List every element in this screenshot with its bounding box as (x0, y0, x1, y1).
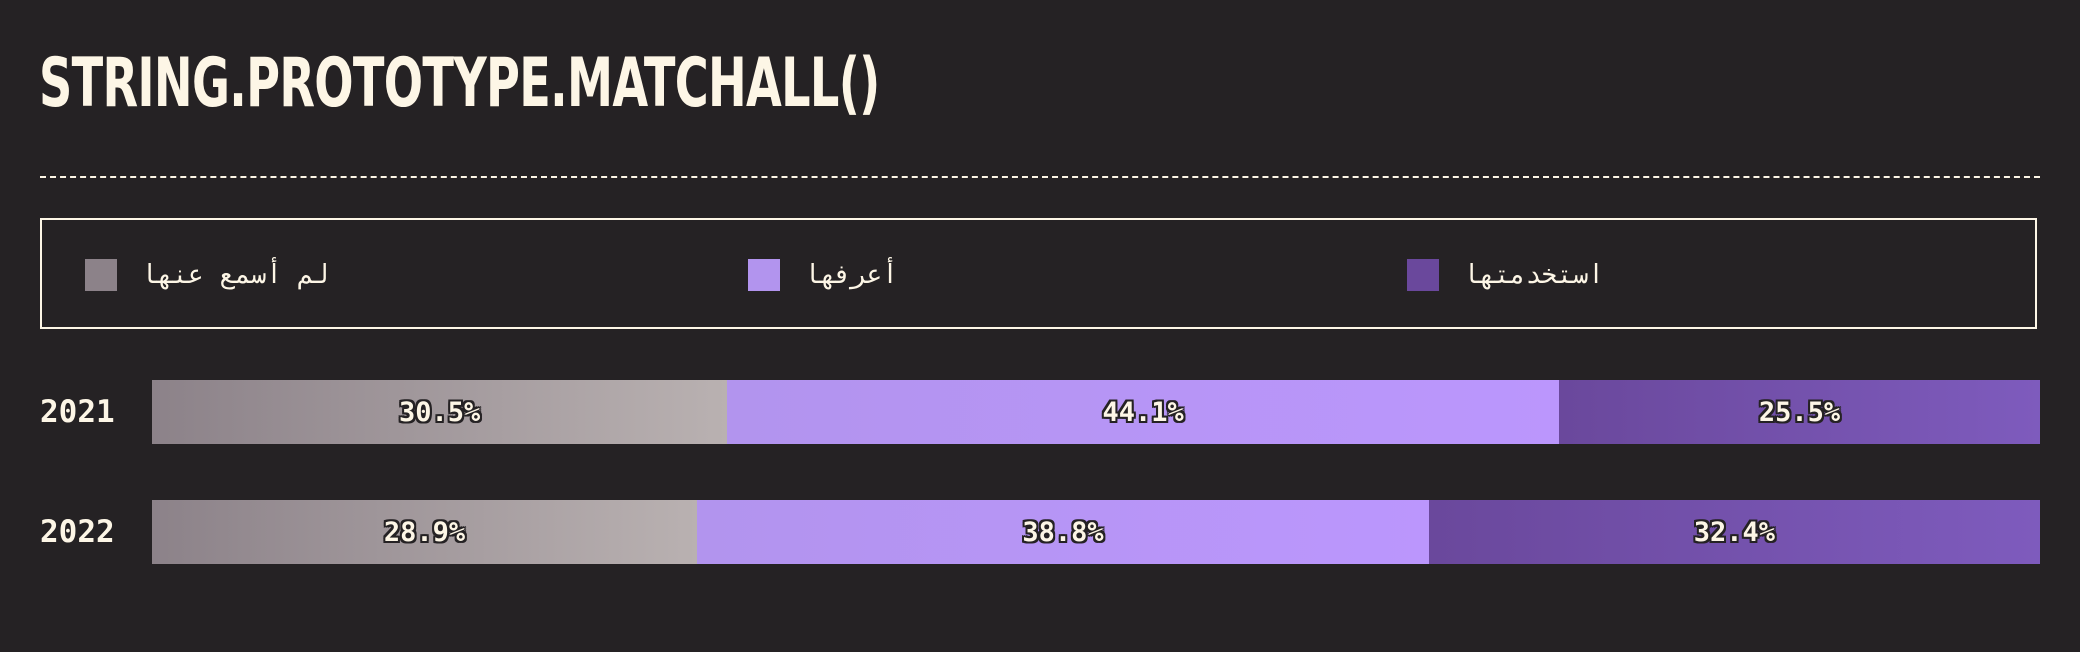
legend-swatch-used-it (1407, 259, 1439, 291)
bar-segment-2022-used-it[interactable]: 32.4% (1429, 500, 2040, 564)
bar-segment-2021-used-it[interactable]: 25.5% (1559, 380, 2040, 444)
legend-label-know-it: أعرفها (804, 260, 898, 290)
legend-swatch-know-it (748, 259, 780, 291)
data-label-2022-used-it: 32.4% (1694, 517, 1775, 548)
legend-label-never-heard: لم أسمع عنها (141, 260, 329, 290)
legend-label-used-it: استخدمتها (1463, 260, 1604, 290)
data-label-2021-used-it: 25.5% (1759, 397, 1840, 428)
bar-row-2021: 30.5% 44.1% 25.5% (152, 380, 2040, 444)
chart-legend: لم أسمع عنها أعرفها استخدمتها (40, 218, 2037, 329)
bar-segment-2022-never-heard[interactable]: 28.9% (152, 500, 697, 564)
bar-segment-2021-know-it[interactable]: 44.1% (727, 380, 1559, 444)
title-divider (40, 176, 2040, 178)
bar-segment-2022-know-it[interactable]: 38.8% (697, 500, 1429, 564)
chart-title: STRING.PROTOTYPE.MATCHALL() (39, 36, 880, 132)
row-label-2022: 2022 (40, 500, 115, 564)
bar-segment-2021-never-heard[interactable]: 30.5% (152, 380, 727, 444)
data-label-2022-know-it: 38.8% (1022, 517, 1103, 548)
legend-item-know-it[interactable]: أعرفها (748, 259, 898, 291)
row-label-2021: 2021 (40, 380, 115, 444)
legend-item-used-it[interactable]: استخدمتها (1407, 259, 1604, 291)
legend-swatch-never-heard (85, 259, 117, 291)
legend-item-never-heard[interactable]: لم أسمع عنها (85, 259, 329, 291)
data-label-2021-never-heard: 30.5% (399, 397, 480, 428)
bar-row-2022: 28.9% 38.8% 32.4% (152, 500, 2040, 564)
data-label-2021-know-it: 44.1% (1102, 397, 1183, 428)
data-label-2022-never-heard: 28.9% (384, 517, 465, 548)
